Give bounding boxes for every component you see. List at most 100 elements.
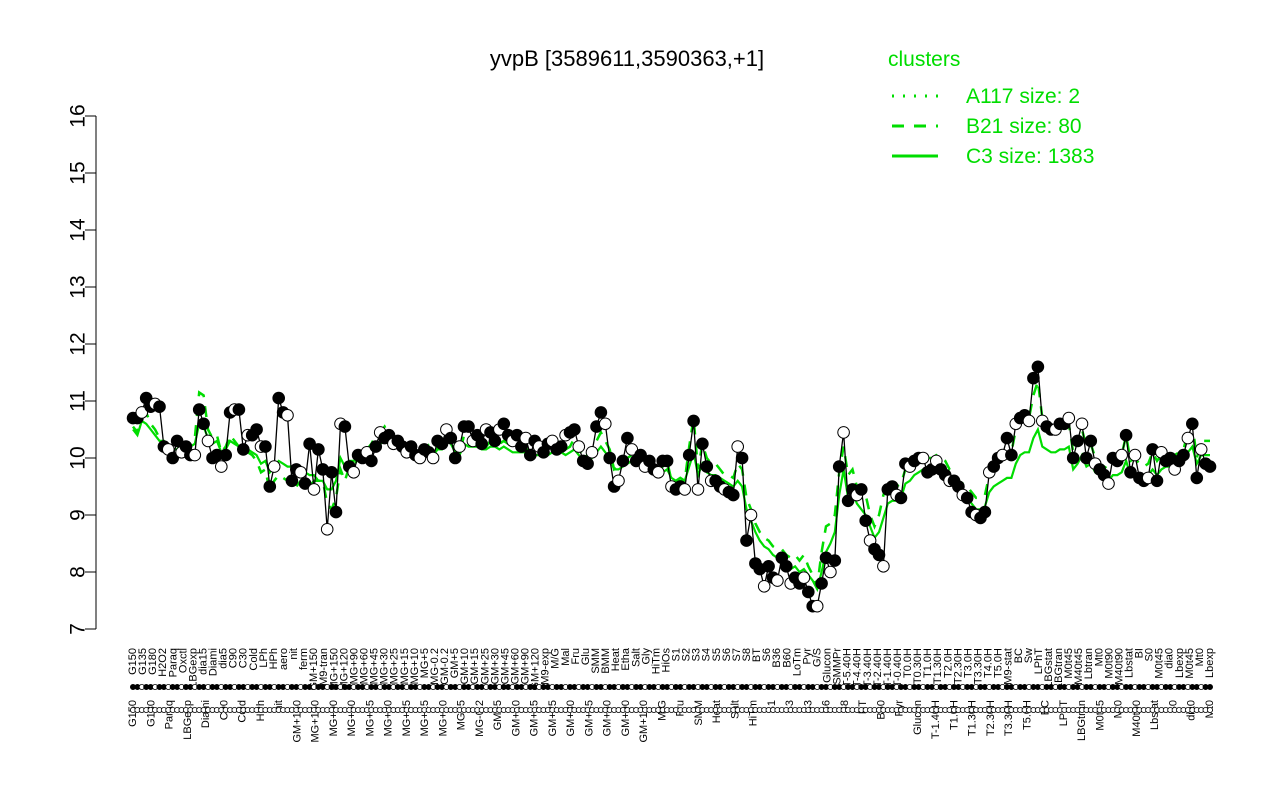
data-point <box>250 423 263 436</box>
x-tick-label: nit <box>288 648 300 660</box>
data-point <box>197 417 210 431</box>
x-tick-label: M0t90 <box>1103 648 1115 679</box>
x-tick-label: M9-stat <box>1003 648 1015 685</box>
x-axis: G150G135G180H2O2ParaqOxctlLBGexpdia15Dia… <box>127 647 1216 742</box>
x-tick-label: S6 <box>761 648 773 661</box>
data-point <box>877 560 890 573</box>
data-point <box>612 474 625 488</box>
y-tick-label: 10 <box>67 446 90 469</box>
data-point <box>837 426 850 439</box>
y-axis: 7 8 9 10 11 12 13 14 15 16 <box>67 104 97 635</box>
data-point <box>1115 448 1128 462</box>
x-tick-label: T1.0H <box>922 648 934 678</box>
chart-title: yvpB [3589611,3590363,+1] <box>490 46 764 71</box>
data-point <box>740 534 753 547</box>
x-tick-label: T-4.40H <box>852 648 864 687</box>
x-tick-label: T2.0H <box>942 648 954 678</box>
data-point <box>603 451 617 465</box>
data-point <box>259 440 272 453</box>
x-tick-label: Diami <box>208 648 220 676</box>
x-tick-label: Oxctl <box>177 648 189 673</box>
data-point <box>325 466 338 479</box>
x-tick-label: GM+25 <box>547 700 559 736</box>
data-point <box>771 574 784 587</box>
data-points <box>126 360 1217 613</box>
data-point <box>802 585 815 599</box>
x-tick-label: Fru <box>570 648 582 665</box>
data-point <box>303 437 316 451</box>
x-tick-label: GM+15 <box>469 648 481 684</box>
x-tick-label: MG+120 <box>338 648 350 691</box>
data-point <box>1000 431 1014 445</box>
y-tick-label: 16 <box>67 104 90 127</box>
data-point <box>841 494 855 508</box>
x-tick-label: nit <box>273 700 285 712</box>
data-point <box>660 454 674 468</box>
data-point <box>797 571 811 585</box>
x-tick-label: HPh <box>268 648 280 669</box>
data-point <box>1186 417 1199 431</box>
data-point <box>219 448 232 462</box>
x-tick-label: GM+120 <box>638 700 650 743</box>
data-point <box>585 446 599 459</box>
x-tick-label: BI <box>1134 648 1146 658</box>
x-tick-label: LBGtran <box>1053 648 1065 689</box>
x-tick-label: S7 <box>731 648 743 661</box>
data-point <box>978 505 992 519</box>
x-tick-label: MG+60 <box>346 700 358 736</box>
data-point <box>365 454 378 468</box>
x-tick-label: MG+15 <box>399 648 411 684</box>
data-point <box>810 599 824 613</box>
data-point <box>272 391 286 405</box>
x-tick-label: GM+25 <box>479 648 491 684</box>
x-tick-label: M0t45 <box>1063 648 1075 679</box>
data-point <box>347 466 361 479</box>
x-tick-label: MG+90 <box>348 648 360 684</box>
data-point <box>329 505 343 519</box>
data-point <box>757 580 771 593</box>
data-point <box>448 451 462 465</box>
x-tick-label: T-1.40H <box>930 700 942 739</box>
y-tick-label: 13 <box>67 275 90 298</box>
x-tick-label: GM+90 <box>520 648 532 684</box>
sample-marker <box>1207 684 1214 691</box>
y-tick-label: 12 <box>67 332 90 355</box>
x-tick-label: T2.30H <box>985 700 997 736</box>
x-tick-label: GM+120 <box>530 648 542 691</box>
data-point <box>524 448 537 462</box>
x-tick-label: G180 <box>147 648 159 675</box>
data-point <box>312 443 325 456</box>
x-tick-label: T0.30H <box>912 648 924 684</box>
x-tick-label: Glu <box>580 648 592 665</box>
x-tick-label: MG-0.2 <box>474 700 486 737</box>
x-tick-label: T3.0H <box>962 648 974 678</box>
x-tick-label: GM+10 <box>510 700 522 736</box>
data-point <box>1194 443 1208 456</box>
data-point <box>170 434 184 448</box>
data-point <box>475 437 489 451</box>
data-point <box>744 508 758 522</box>
x-tick-label: T4.0H <box>983 648 995 678</box>
data-point <box>267 460 281 473</box>
x-tick-label: M0t45 <box>1094 700 1106 731</box>
x-tick-label: MG+150 <box>310 700 322 743</box>
data-point <box>594 406 608 419</box>
x-tick-label: Glucon <box>912 700 924 735</box>
data-point <box>237 443 250 456</box>
x-tick-label: T-5.40H <box>842 648 854 687</box>
data-point <box>1124 466 1137 479</box>
data-point <box>263 480 277 493</box>
data-point <box>731 440 745 453</box>
data-point <box>815 577 828 590</box>
data-point <box>1084 434 1098 448</box>
data-point <box>488 434 502 448</box>
data-point <box>1181 431 1195 445</box>
sample-marker <box>1207 707 1214 714</box>
x-tick-label: S0 <box>1144 648 1156 661</box>
x-tick-label: Salt <box>630 648 642 667</box>
x-tick-label: S2 <box>681 648 693 661</box>
x-tick-label: dia0 <box>1164 648 1176 669</box>
x-tick-label: GM+5 <box>449 648 461 678</box>
x-tick-label: T2.30H <box>952 648 964 684</box>
data-point <box>855 483 868 496</box>
